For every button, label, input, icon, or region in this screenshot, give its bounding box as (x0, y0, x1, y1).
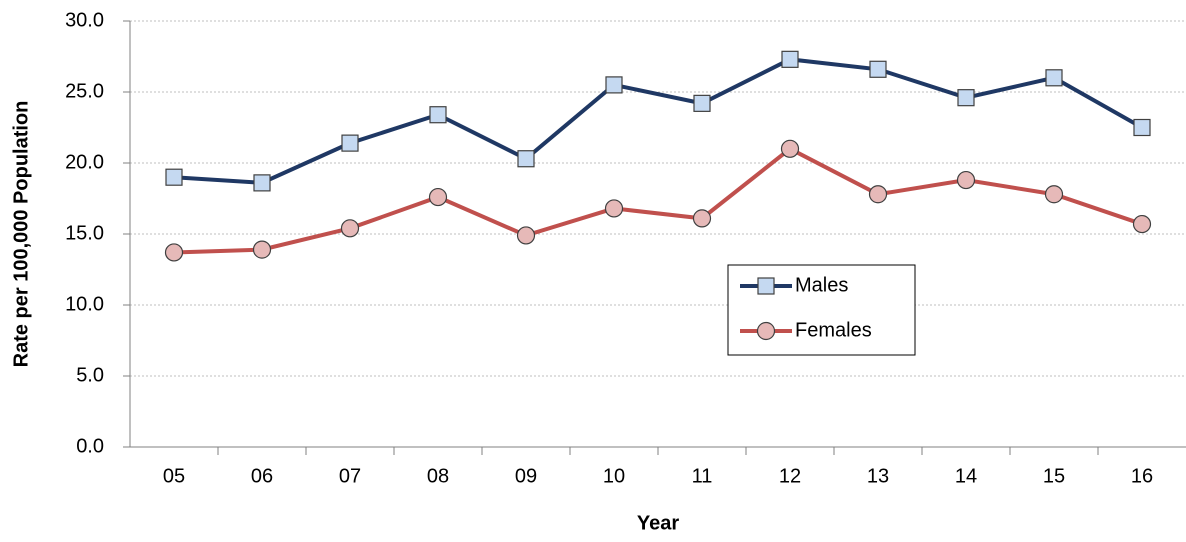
x-tick-label: 05 (163, 465, 185, 487)
x-tick-label: 06 (251, 465, 273, 487)
x-tick-label: 12 (779, 465, 801, 487)
series-line (173, 146, 1143, 255)
marker (756, 321, 776, 341)
marker (1044, 185, 1064, 204)
marker (692, 209, 712, 228)
y-tick-label: 15.0 (65, 222, 104, 244)
marker (1133, 118, 1151, 137)
x-axis-title: Year (637, 512, 679, 534)
marker (165, 168, 183, 186)
x-tick-label: 16 (1131, 465, 1153, 487)
marker (516, 226, 536, 245)
marker (693, 94, 711, 112)
legend-label: Males (795, 274, 848, 296)
x-tick-label: 07 (339, 465, 361, 487)
marker (341, 134, 359, 152)
marker (757, 277, 775, 295)
marker (429, 106, 447, 124)
y-axis-title: Rate per 100,000 Population (10, 101, 32, 368)
marker (957, 89, 975, 107)
marker (252, 240, 272, 259)
y-tick-label: 5.0 (76, 364, 104, 386)
legend-label: Females (795, 319, 872, 341)
marker (340, 219, 360, 238)
x-tick-label: 08 (427, 465, 449, 487)
marker (605, 76, 623, 94)
marker (428, 187, 448, 207)
marker (1045, 69, 1063, 87)
y-tick-label: 0.0 (76, 435, 104, 457)
marker (869, 60, 887, 78)
y-tick-label: 30.0 (65, 9, 104, 31)
x-tick-label: 15 (1043, 465, 1065, 487)
y-tick-label: 20.0 (65, 151, 104, 173)
marker (868, 185, 888, 204)
marker (1132, 214, 1152, 234)
x-tick-label: 14 (955, 465, 977, 487)
y-tick-label: 10.0 (65, 293, 104, 315)
marker (517, 150, 535, 168)
marker (781, 50, 799, 68)
marker (956, 170, 976, 190)
x-tick-label: 09 (515, 465, 537, 487)
marker (780, 139, 800, 158)
marker (253, 174, 271, 192)
series-line (173, 57, 1143, 185)
x-tick-label: 13 (867, 465, 889, 487)
y-tick-label: 25.0 (65, 80, 104, 102)
x-tick-label: 11 (692, 465, 713, 487)
x-tick-label: 10 (603, 465, 625, 487)
marker (604, 199, 624, 218)
marker (164, 243, 184, 262)
